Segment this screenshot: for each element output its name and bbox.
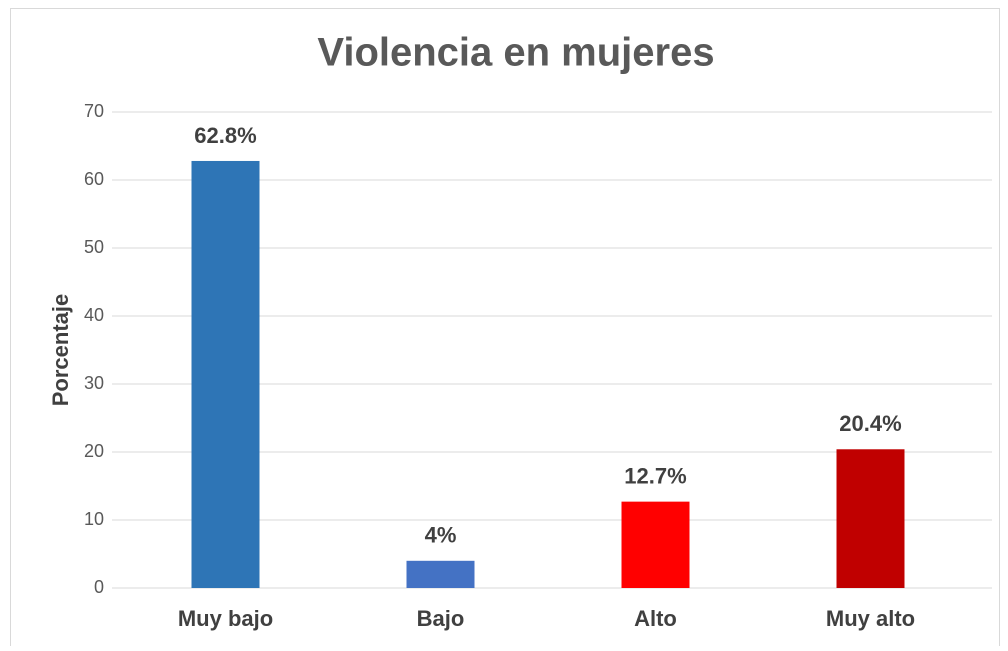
x-tick-label: Muy bajo bbox=[178, 606, 273, 631]
y-tick-label: 20 bbox=[84, 441, 104, 461]
y-axis-label: Porcentaje bbox=[48, 294, 73, 407]
y-tick-label: 50 bbox=[84, 237, 104, 257]
data-label: 62.8% bbox=[194, 123, 256, 148]
x-tick-label: Alto bbox=[634, 606, 677, 631]
chart-border bbox=[10, 8, 1000, 651]
chart-title: Violencia en mujeres bbox=[317, 31, 714, 75]
x-tick-label: Bajo bbox=[417, 606, 465, 631]
data-label: 4% bbox=[425, 523, 457, 548]
y-tick-label: 40 bbox=[84, 305, 104, 325]
bar bbox=[621, 501, 690, 588]
y-tick-label: 10 bbox=[84, 509, 104, 529]
bar bbox=[406, 560, 475, 588]
y-tick-label: 0 bbox=[94, 577, 104, 597]
bar bbox=[836, 449, 905, 588]
x-tick-label: Muy alto bbox=[826, 606, 915, 631]
y-tick-label: 70 bbox=[84, 101, 104, 121]
y-tick-label: 30 bbox=[84, 373, 104, 393]
data-label: 20.4% bbox=[839, 411, 901, 436]
data-label: 12.7% bbox=[624, 463, 686, 488]
y-tick-label: 60 bbox=[84, 169, 104, 189]
bar bbox=[191, 160, 260, 588]
